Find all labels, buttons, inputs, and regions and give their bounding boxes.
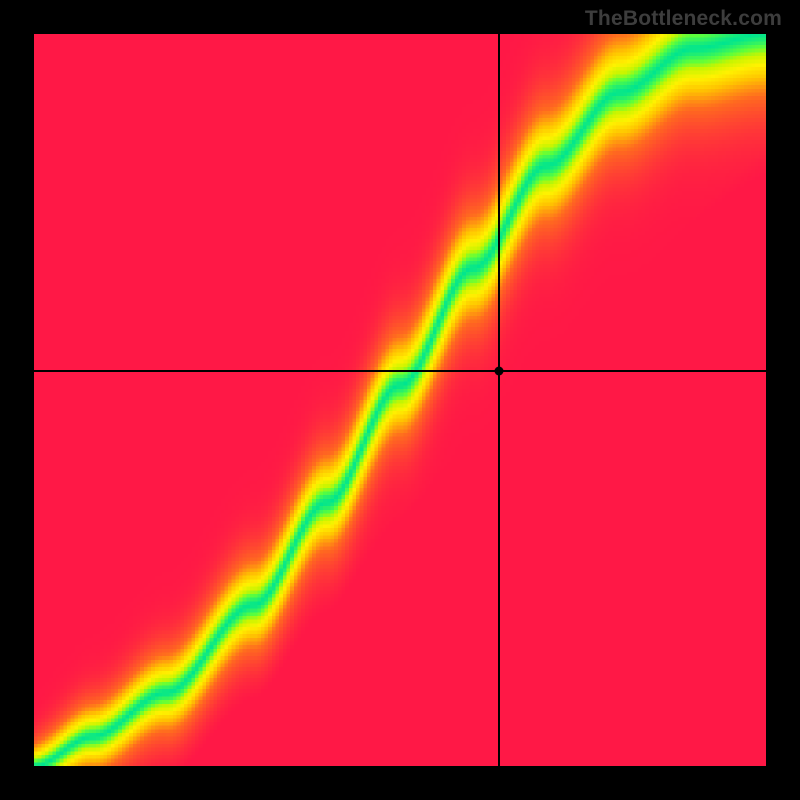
selection-marker[interactable] <box>494 366 503 375</box>
bottleneck-heatmap <box>34 34 766 766</box>
border-bottom <box>0 766 800 800</box>
source-watermark: TheBottleneck.com <box>585 7 782 31</box>
border-right <box>766 0 800 800</box>
crosshair-horizontal <box>34 370 766 372</box>
crosshair-vertical <box>498 34 500 766</box>
border-left <box>0 0 34 800</box>
